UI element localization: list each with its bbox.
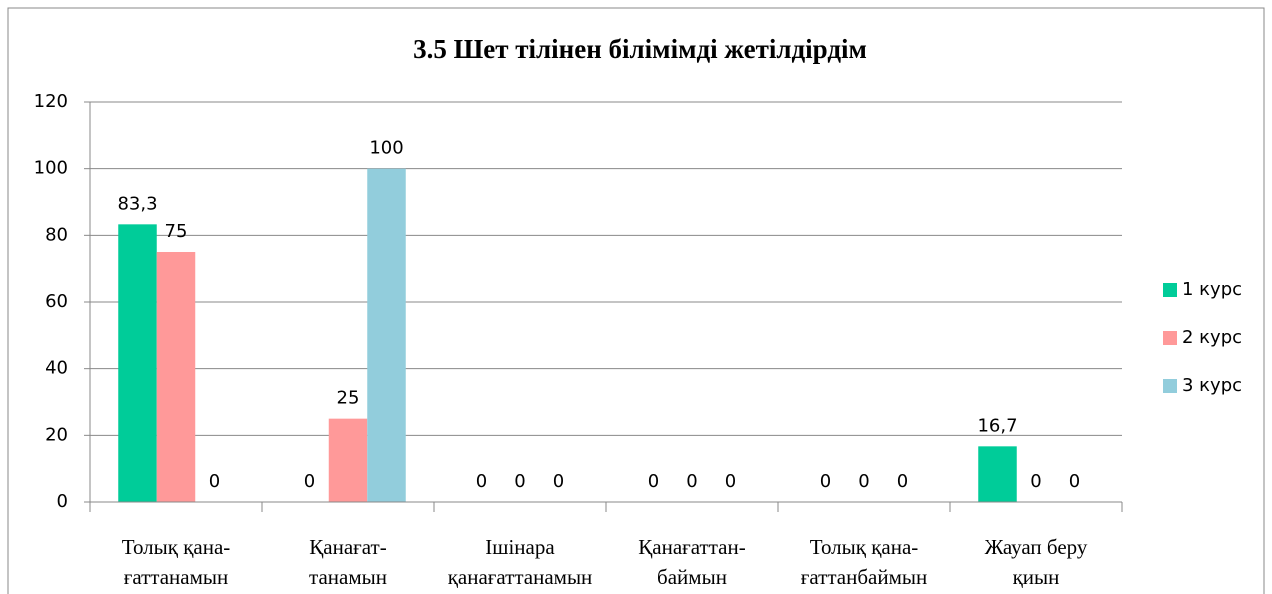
legend-label: 2 курс [1182,327,1242,348]
x-tick-label: Толық қана- ғаттанбаймын [800,535,928,589]
y-tick-label: 120 [34,91,68,112]
y-tick-label: 20 [45,424,68,445]
y-tick-label: 80 [45,224,68,245]
chart-border [7,7,1265,594]
legend-label: 3 курс [1182,375,1242,396]
data-label: 75 [165,221,188,242]
bar [978,446,1017,502]
legend-swatch [1163,283,1177,297]
y-tick-label: 60 [45,291,68,312]
data-label: 0 [476,471,487,492]
legend-swatch [1163,379,1177,393]
data-label: 0 [209,471,220,492]
data-label: 16,7 [977,415,1017,436]
bar [156,252,196,502]
chart-title: 3.5 Шет тілінен білімімді жетілдірдім [413,34,867,64]
x-tick-label: Қанағаттан- баймын [638,535,746,589]
data-label: 0 [304,471,315,492]
data-label: 0 [1030,471,1041,492]
bar [118,224,157,503]
legend-label: 1 курс [1182,279,1242,300]
x-tick-label: Қанағат- танамын [309,535,387,589]
x-tick-label: Толық қана- ғаттанамын [121,535,231,589]
bar [367,168,406,502]
y-tick-label: 100 [34,158,68,179]
x-tick-label: Ішінара қанағаттанамын [447,535,593,589]
data-label: 0 [725,471,736,492]
data-label: 0 [686,471,697,492]
data-label: 0 [553,471,564,492]
bar [328,418,368,502]
data-label: 0 [820,471,831,492]
data-label: 0 [897,471,908,492]
data-label: 0 [858,471,869,492]
data-label: 100 [369,138,403,159]
legend-swatch [1163,331,1177,345]
data-label: 0 [1069,471,1080,492]
data-label: 25 [337,388,360,409]
y-tick-label: 0 [57,491,68,512]
x-tick-label: Жауап беру қиын [984,535,1088,589]
data-label: 0 [514,471,525,492]
y-tick-label: 40 [45,358,68,379]
data-label: 0 [648,471,659,492]
data-label: 83,3 [117,193,157,214]
